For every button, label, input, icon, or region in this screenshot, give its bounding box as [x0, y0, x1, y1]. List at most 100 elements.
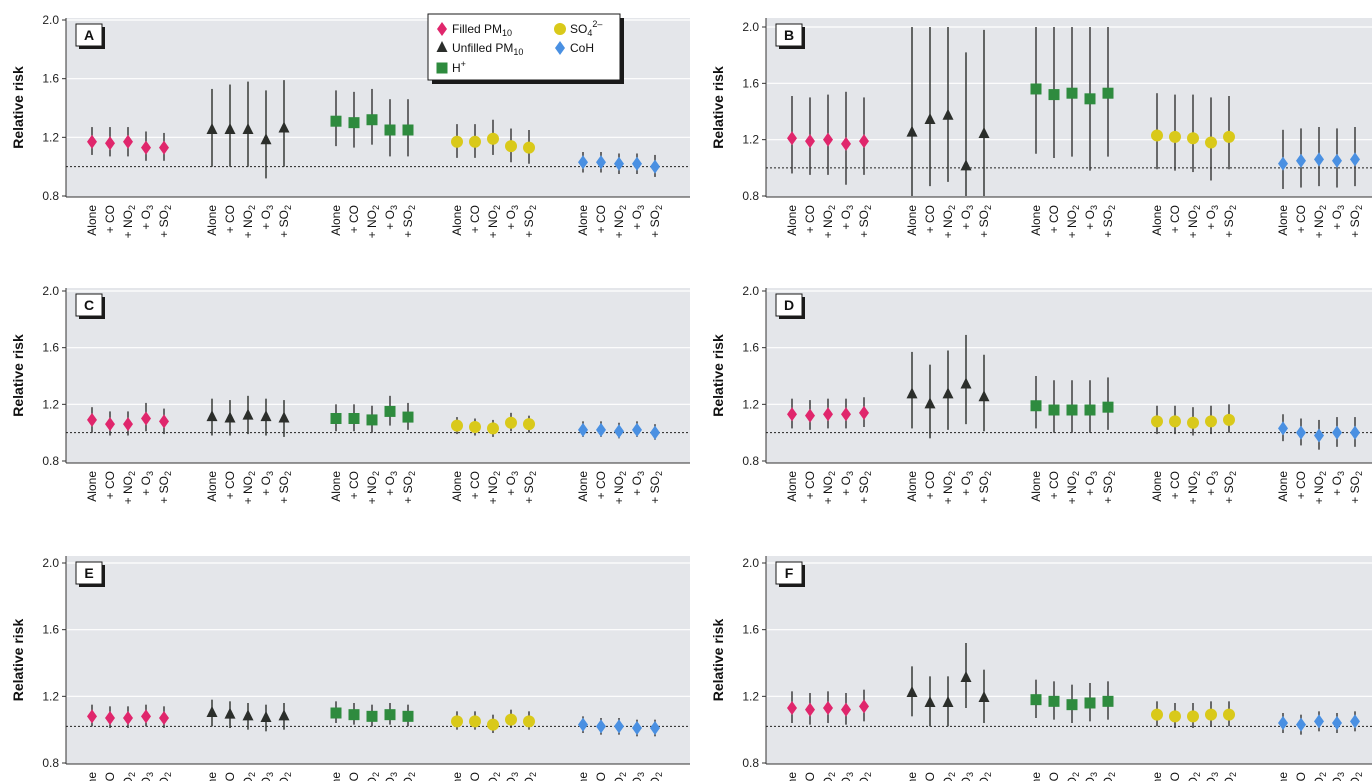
x-tick-subscript: 2 — [1354, 471, 1364, 476]
series-4 — [578, 421, 660, 440]
data-point — [469, 421, 481, 433]
data-point — [823, 407, 833, 422]
x-tick-label: + CO — [223, 205, 237, 233]
x-tick-subscript: 2 — [654, 205, 664, 210]
x-tick-label: + NO2 — [821, 205, 837, 238]
x-tick-label: + SO2 — [1348, 772, 1364, 781]
x-tick-subscript: 3 — [845, 205, 855, 210]
x-tick-label: + CO — [468, 471, 482, 499]
series-0 — [87, 127, 169, 161]
x-tick-subscript: 3 — [1210, 205, 1220, 210]
series-2 — [1030, 376, 1114, 433]
x-tick-subscript: 3 — [1089, 471, 1099, 476]
data-point — [924, 112, 936, 124]
x-tick-label: + O3 — [1083, 205, 1099, 230]
x-tick-subscript: 2 — [618, 471, 628, 476]
data-point — [523, 141, 535, 154]
series-0 — [87, 704, 169, 728]
data-point — [206, 410, 218, 422]
data-point — [384, 124, 396, 136]
x-tick-label: + O3 — [1330, 772, 1346, 781]
data-point — [242, 408, 254, 420]
data-point — [841, 702, 851, 717]
x-tick-label: + NO2 — [365, 772, 381, 781]
data-point — [1296, 153, 1306, 168]
x-tick-subscript: 2 — [1318, 471, 1328, 476]
data-point — [1169, 130, 1181, 143]
data-point — [1205, 136, 1217, 149]
panel-label: F — [785, 565, 794, 581]
data-point — [787, 131, 797, 146]
data-point — [841, 136, 851, 151]
x-tick-subscript: 2 — [1107, 205, 1117, 210]
x-tick-label: Alone — [1029, 772, 1043, 781]
series-2 — [1030, 27, 1114, 171]
x-tick-subscript: 2 — [407, 772, 417, 777]
x-tick-subscript: 3 — [636, 471, 646, 476]
data-point — [366, 710, 378, 722]
data-point — [1187, 416, 1199, 429]
x-tick-subscript: 2 — [1354, 772, 1364, 777]
data-point — [859, 134, 869, 149]
x-tick-subscript: 2 — [407, 205, 417, 210]
x-tick-label: + NO2 — [821, 772, 837, 781]
data-point — [348, 709, 360, 721]
y-tick-label: 1.2 — [42, 689, 59, 703]
x-tick-label: + NO2 — [1186, 471, 1202, 504]
data-point — [159, 711, 169, 725]
data-point — [1278, 716, 1288, 730]
x-tick-label: Alone — [1029, 205, 1043, 236]
legend-box — [427, 13, 621, 81]
x-tick-label: + CO — [1294, 471, 1308, 499]
data-point — [650, 425, 660, 440]
plot-background — [66, 556, 690, 764]
x-tick-label: + SO2 — [522, 205, 538, 238]
x-tick-label: + O3 — [139, 205, 155, 230]
y-tick-label: 1.6 — [742, 341, 759, 355]
x-tick-subscript: 2 — [947, 471, 957, 476]
data-point — [206, 123, 218, 134]
x-tick-subscript: 2 — [863, 471, 873, 476]
y-tick-label: 2.0 — [42, 556, 59, 570]
x-tick-label: + CO — [1168, 205, 1182, 233]
data-point — [402, 710, 414, 722]
legend-marker — [555, 41, 565, 55]
data-point — [1169, 415, 1181, 428]
x-tick-label: + NO2 — [941, 772, 957, 781]
series-1 — [206, 395, 290, 437]
x-tick-label: + O3 — [383, 471, 399, 496]
y-tick-label: 2.0 — [42, 13, 59, 27]
data-point — [224, 411, 236, 423]
x-tick-label: + O3 — [1204, 471, 1220, 496]
x-tick-label: Alone — [1029, 471, 1043, 502]
data-point — [805, 408, 815, 423]
x-tick-label: + O3 — [1204, 772, 1220, 781]
x-tick-label: + O3 — [259, 205, 275, 230]
x-tick-label: + NO2 — [486, 471, 502, 504]
x-tick-label: + NO2 — [121, 772, 137, 781]
x-tick-label: + CO — [347, 471, 361, 499]
x-tick-subscript: 2 — [371, 772, 381, 777]
x-tick-label: + O3 — [504, 471, 520, 496]
data-point — [1314, 714, 1324, 729]
x-tick-label: + SO2 — [157, 772, 173, 781]
y-axis-title: Relative risk — [710, 334, 726, 417]
legend-subscript: 10 — [513, 47, 523, 57]
data-point — [1102, 401, 1114, 413]
y-tick-label: 1.2 — [742, 397, 759, 411]
x-tick-label: Alone — [1276, 205, 1290, 236]
x-tick-label: + SO2 — [1348, 471, 1364, 504]
data-point — [1278, 421, 1288, 436]
x-tick-subscript: 3 — [1210, 471, 1220, 476]
x-tick-label: + O3 — [504, 205, 520, 230]
x-tick-subscript: 2 — [827, 772, 837, 777]
x-tick-label: + O3 — [839, 471, 855, 496]
data-point — [1296, 425, 1306, 440]
x-tick-subscript: 2 — [283, 471, 293, 476]
x-tick-label: + NO2 — [1065, 772, 1081, 781]
y-tick-label: 0.8 — [742, 454, 759, 468]
x-tick-subscript: 2 — [163, 471, 173, 476]
x-tick-label: + O3 — [839, 205, 855, 230]
x-tick-label: + SO2 — [157, 205, 173, 238]
data-point — [242, 123, 254, 134]
